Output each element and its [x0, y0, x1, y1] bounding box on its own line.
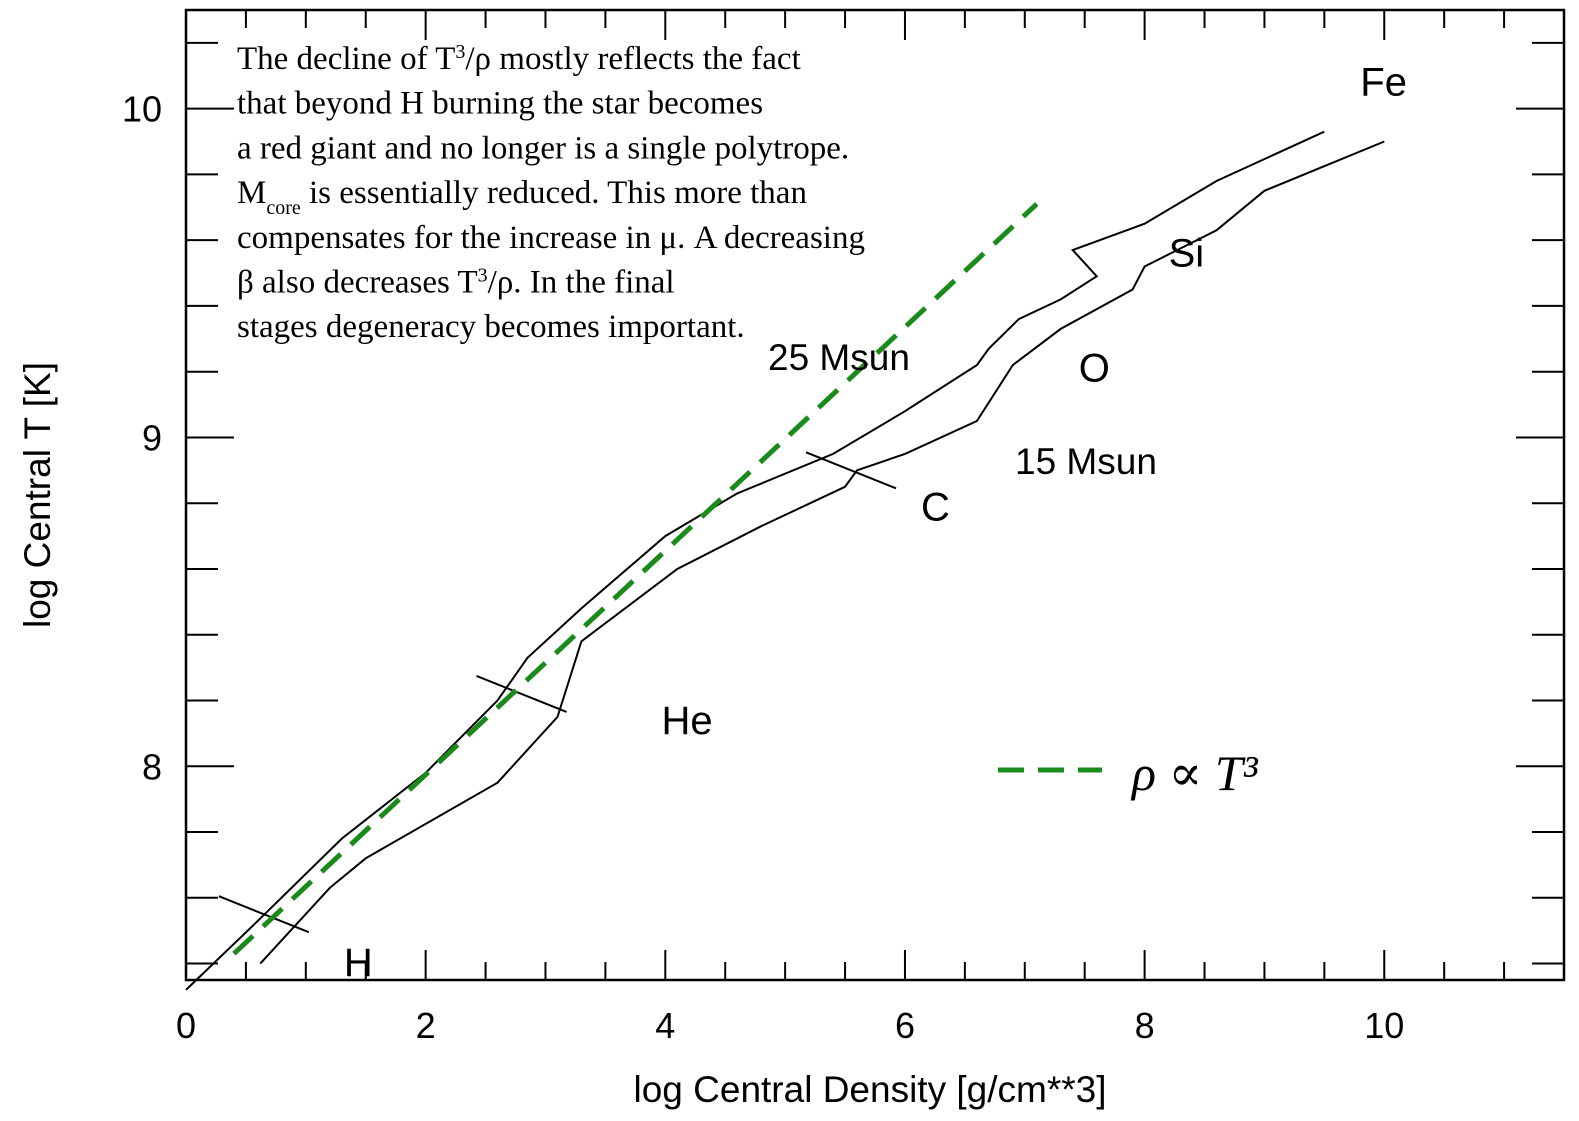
x-tick-label: 2: [416, 1005, 436, 1046]
annotation-line: β also decreases T3/ρ. In the final: [237, 265, 675, 301]
x-tick-label: 10: [1364, 1005, 1404, 1046]
marker-he-label: He: [662, 699, 713, 743]
y-tick-label: 9: [142, 417, 162, 458]
legend-label: ρ ∝ T³: [1130, 745, 1259, 801]
axis-ticks: [185, 10, 1565, 980]
y-tick-label: 10: [122, 89, 162, 130]
annotation-text: The decline of T3/ρ mostly reflects the …: [237, 41, 865, 345]
marker-c-label: C: [921, 485, 950, 529]
marker-si-label: Si: [1169, 231, 1205, 275]
marker-he-tick: [476, 675, 567, 713]
marker-o-label: O: [1079, 347, 1110, 391]
tick-labels: 0 2 4 6 8 10 8 9 10: [122, 89, 1404, 1046]
x-tick-label: 8: [1135, 1005, 1155, 1046]
fit-line-rho-t3: [232, 202, 1039, 956]
track-series: [185, 130, 1385, 991]
track-line-15msun: [259, 140, 1385, 965]
annotation-line: a red giant and no longer is a single po…: [237, 130, 849, 166]
annotation-line: compensates for the increase in μ. A dec…: [237, 220, 865, 256]
annotation-line: stages degeneracy becomes important.: [237, 309, 745, 345]
fit-line-group: [232, 202, 1039, 956]
x-tick-label: 0: [176, 1005, 196, 1046]
marker-c-tick: [805, 451, 897, 490]
annotation-line: The decline of T3/ρ mostly reflects the …: [237, 41, 801, 77]
mass-label-25msun: 25 Msun: [768, 337, 910, 378]
x-tick-label: 6: [895, 1005, 915, 1046]
x-tick-label: 4: [655, 1005, 675, 1046]
track-line-25msun: [185, 130, 1325, 991]
y-axis-label: log Central T [K]: [17, 362, 58, 628]
plot-frame: [184, 8, 1566, 982]
burning-markers: H He C O Si Fe: [218, 60, 1407, 985]
marker-h-label: H: [344, 941, 373, 985]
y-tick-label: 8: [142, 746, 162, 787]
annotation-line: that beyond H burning the star becomes: [237, 86, 763, 122]
mass-label-15msun: 15 Msun: [1015, 441, 1157, 482]
legend: ρ ∝ T³: [998, 745, 1259, 801]
annotation-line: Mcore is essentially reduced. This more …: [237, 175, 807, 219]
x-axis-label: log Central Density [g/cm**3]: [634, 1069, 1107, 1110]
marker-fe-label: Fe: [1360, 60, 1407, 104]
marker-h-tick: [218, 895, 310, 934]
